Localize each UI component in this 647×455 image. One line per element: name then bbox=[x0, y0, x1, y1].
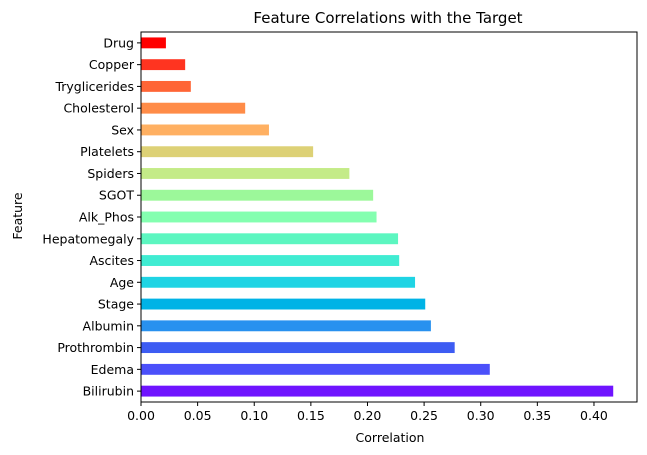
bar-sgot bbox=[141, 189, 374, 201]
y-tick-label: Drug bbox=[103, 35, 134, 50]
y-tick-label: Cholesterol bbox=[63, 101, 134, 116]
bar-spiders bbox=[141, 168, 350, 179]
y-tick-label: Prothrombin bbox=[57, 340, 134, 355]
bar-edema bbox=[141, 363, 490, 375]
x-axis-label: Correlation bbox=[356, 430, 425, 445]
y-tick-label: Albumin bbox=[83, 318, 134, 333]
y-tick-label: Copper bbox=[89, 57, 135, 72]
x-axis-ticks: 0.00 0.05 0.10 0.15 0.20 0.25 0.30 0.35 0.40 bbox=[127, 402, 608, 423]
x-tick-label: 0.25 bbox=[410, 408, 438, 423]
x-tick-label: 0.05 bbox=[184, 408, 212, 423]
bar-tryglicerides bbox=[141, 80, 191, 92]
bar-copper bbox=[141, 59, 186, 71]
x-tick-label: 0.40 bbox=[580, 408, 608, 423]
y-axis-ticks: Bilirubin Edema Prothrombin Albumin Stage Age… bbox=[42, 35, 141, 399]
y-tick-label: Platelets bbox=[80, 144, 134, 159]
y-tick-label: Hepatomegaly bbox=[42, 231, 134, 246]
bars-group bbox=[141, 37, 614, 397]
plot-frame bbox=[140, 31, 638, 403]
bar-ascites bbox=[141, 255, 400, 266]
bar-stage bbox=[141, 298, 426, 310]
y-tick-label: Ascites bbox=[89, 253, 134, 268]
x-tick-label: 0.20 bbox=[354, 408, 382, 423]
bar-albumin bbox=[141, 320, 431, 332]
y-tick-label: Edema bbox=[91, 362, 134, 377]
x-tick-label: 0.00 bbox=[127, 408, 155, 423]
y-tick-label: Spiders bbox=[87, 166, 134, 181]
bar-alk-phos bbox=[141, 211, 377, 223]
chart-title: Feature Correlations with the Target bbox=[253, 9, 522, 27]
bar-cholesterol bbox=[141, 102, 246, 114]
y-tick-label: Bilirubin bbox=[83, 384, 134, 399]
y-axis-label: Feature bbox=[10, 192, 25, 240]
x-tick-label: 0.15 bbox=[297, 408, 325, 423]
bar-hepatomegaly bbox=[141, 233, 399, 245]
y-tick-label: SGOT bbox=[99, 188, 134, 203]
y-tick-label: Sex bbox=[111, 122, 134, 137]
bar-prothrombin bbox=[141, 342, 455, 354]
y-tick-label: Stage bbox=[98, 297, 134, 312]
x-tick-label: 0.35 bbox=[523, 408, 551, 423]
bar-age bbox=[141, 276, 416, 288]
bar-drug bbox=[141, 37, 166, 49]
y-tick-label: Alk_Phos bbox=[79, 210, 134, 225]
bar-sex bbox=[141, 124, 269, 136]
x-tick-label: 0.10 bbox=[240, 408, 268, 423]
bar-platelets bbox=[141, 146, 314, 158]
y-tick-label: Age bbox=[110, 275, 134, 290]
y-tick-label: Tryglicerides bbox=[54, 79, 134, 94]
x-tick-label: 0.30 bbox=[467, 408, 495, 423]
bar-bilirubin bbox=[141, 385, 614, 397]
